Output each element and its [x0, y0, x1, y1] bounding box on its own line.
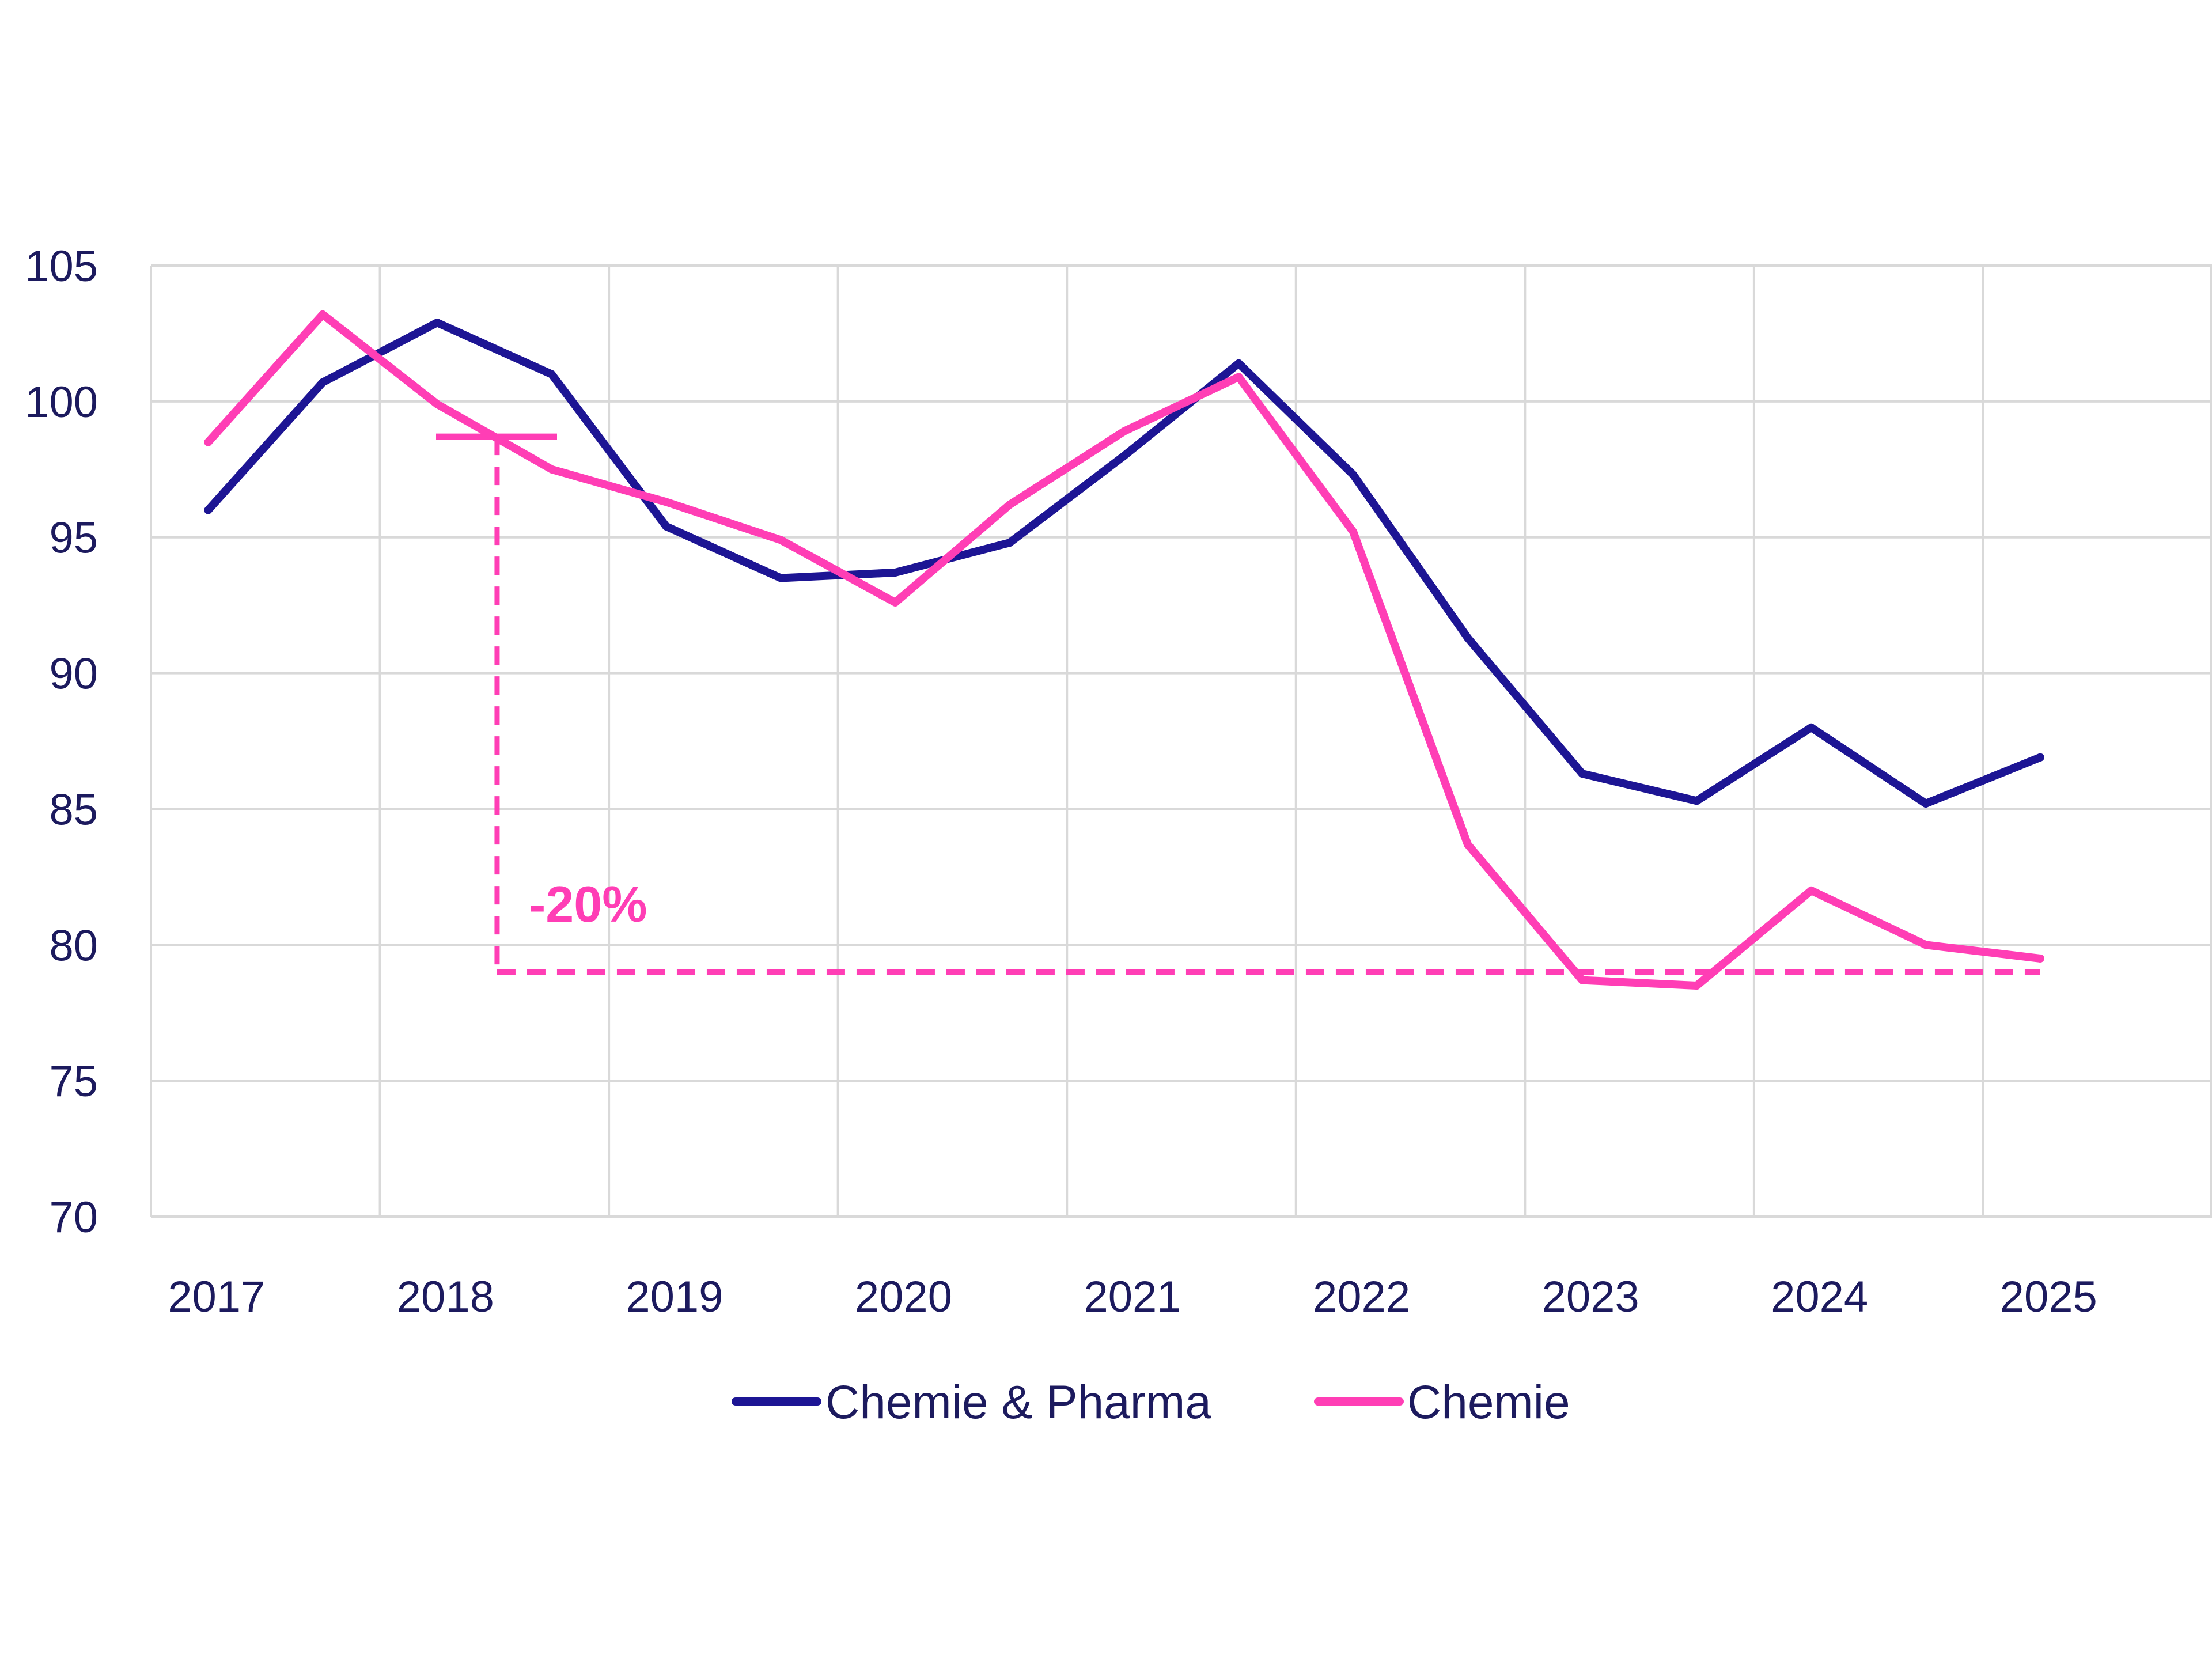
data-point-chemie: [1922, 941, 1930, 949]
data-point-chemie: [1463, 840, 1472, 849]
data-point-chemie: [1807, 886, 1816, 895]
data-point-chemie-pharma: [1692, 797, 1701, 805]
y-tick-label: 105: [25, 242, 98, 291]
data-point-chemie: [204, 438, 213, 446]
y-tick-label: 80: [49, 921, 98, 970]
x-tick-label: 2020: [855, 1272, 952, 1321]
data-point-chemie: [891, 598, 900, 607]
series-line-chemie-pharma: [204, 319, 2044, 808]
data-point-chemie-pharma: [1005, 539, 1014, 547]
data-point-chemie-pharma: [1234, 359, 1243, 368]
y-tick-label: 100: [25, 378, 98, 427]
data-point-chemie-pharma: [891, 569, 900, 577]
x-tick-label: 2024: [1771, 1272, 1868, 1321]
data-point-chemie-pharma: [1120, 452, 1128, 460]
data-point-chemie: [1120, 427, 1128, 435]
series-layer: [204, 310, 2044, 990]
y-tick-label: 90: [49, 650, 98, 699]
data-point-chemie: [1578, 976, 1586, 984]
legend: Chemie & Pharma Chemie: [732, 1376, 1570, 1429]
x-tick-label: 2017: [168, 1272, 265, 1321]
data-point-chemie: [662, 498, 671, 506]
data-point-chemie-pharma: [777, 574, 785, 582]
x-axis-ticks: 2017 2018 2019 2020 2021 2022 2023 2024 2025: [168, 1272, 2097, 1321]
x-tick-label: 2025: [2000, 1272, 2097, 1321]
data-point-chemie-pharma: [1349, 471, 1358, 479]
data-point-chemie-pharma: [433, 319, 441, 327]
x-tick-label: 2022: [1313, 1272, 1410, 1321]
y-tick-label: 85: [49, 785, 98, 834]
grid-layer: [150, 264, 2212, 1218]
data-point-chemie: [319, 310, 327, 319]
data-point-chemie-pharma: [2036, 753, 2044, 762]
data-point-chemie-pharma: [547, 370, 556, 378]
data-point-chemie: [1349, 528, 1358, 536]
x-tick-label: 2019: [626, 1272, 723, 1321]
x-tick-label: 2018: [397, 1272, 494, 1321]
data-point-chemie-pharma: [1463, 634, 1472, 642]
data-point-chemie-pharma: [1578, 770, 1586, 778]
series-line-chemie: [204, 310, 2044, 990]
y-axis-ticks: 70 75 80 85 90 95 100 105: [25, 242, 98, 1242]
data-point-chemie: [777, 536, 785, 544]
legend-label-chemie-pharma: Chemie & Pharma: [825, 1376, 1211, 1429]
y-tick-label: 75: [49, 1057, 98, 1106]
x-tick-label: 2021: [1084, 1272, 1181, 1321]
legend-label-chemie: Chemie: [1407, 1376, 1570, 1429]
y-tick-label: 95: [49, 514, 98, 563]
data-point-chemie: [2036, 954, 2044, 963]
data-point-chemie-pharma: [662, 522, 671, 531]
x-tick-label: 2023: [1542, 1272, 1639, 1321]
annotation-layer: -20%: [436, 433, 2040, 975]
data-point-chemie: [1692, 982, 1701, 990]
data-point-chemie: [1005, 501, 1014, 509]
data-point-chemie-pharma: [1807, 723, 1816, 732]
data-point-chemie-pharma: [1922, 799, 1930, 808]
data-point-chemie: [433, 400, 441, 408]
data-point-chemie-pharma: [319, 378, 327, 387]
annotation-label: -20%: [529, 876, 647, 933]
data-point-chemie: [1234, 373, 1243, 381]
y-tick-label: 70: [49, 1193, 98, 1242]
data-point-chemie: [547, 465, 556, 474]
data-point-chemie-pharma: [204, 506, 213, 514]
